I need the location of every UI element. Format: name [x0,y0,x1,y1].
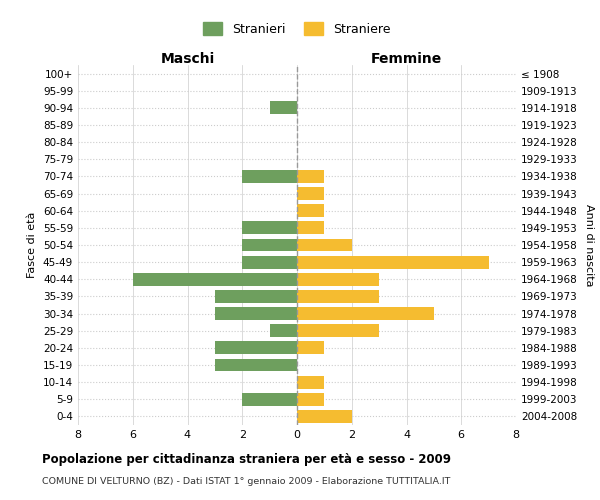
Bar [297,290,379,303]
Y-axis label: Anni di nascita: Anni di nascita [584,204,594,286]
Bar [297,342,325,354]
Bar [215,290,297,303]
Bar [297,187,325,200]
Bar [297,222,325,234]
Bar [242,393,297,406]
Text: Femmine: Femmine [371,52,442,66]
Bar [133,273,297,285]
Bar [242,222,297,234]
Bar [297,273,379,285]
Bar [297,410,352,423]
Bar [297,204,325,217]
Text: Maschi: Maschi [160,52,215,66]
Bar [297,393,325,406]
Bar [297,307,434,320]
Bar [269,102,297,114]
Text: COMUNE DI VELTURNO (BZ) - Dati ISTAT 1° gennaio 2009 - Elaborazione TUTTITALIA.I: COMUNE DI VELTURNO (BZ) - Dati ISTAT 1° … [42,478,451,486]
Bar [297,256,488,268]
Y-axis label: Fasce di età: Fasce di età [28,212,37,278]
Bar [215,358,297,372]
Bar [297,170,325,183]
Text: Popolazione per cittadinanza straniera per età e sesso - 2009: Popolazione per cittadinanza straniera p… [42,452,451,466]
Bar [297,238,352,252]
Legend: Stranieri, Straniere: Stranieri, Straniere [199,18,395,41]
Bar [297,324,379,337]
Bar [215,307,297,320]
Bar [215,342,297,354]
Bar [297,376,325,388]
Bar [242,170,297,183]
Bar [269,324,297,337]
Bar [242,256,297,268]
Bar [242,238,297,252]
